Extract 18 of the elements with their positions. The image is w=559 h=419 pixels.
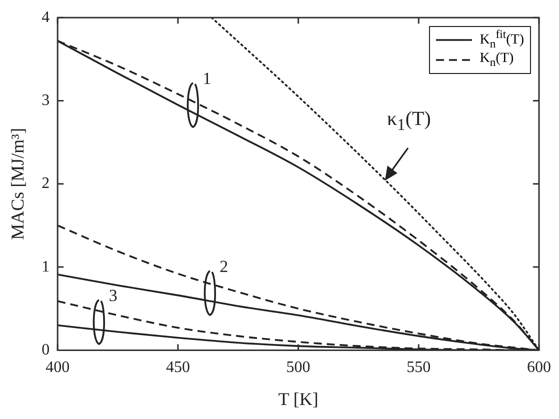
x-axis-title: T [K]: [278, 388, 318, 409]
series-label: κ$_{1}$(T): [386, 108, 431, 135]
y-tick-label: 4: [42, 8, 50, 26]
x-tick-label: 600: [527, 359, 551, 376]
y-tick-label: 1: [42, 258, 50, 276]
y-tick-label: 0: [42, 341, 50, 358]
annotation: 1: [202, 69, 212, 90]
x-tick-label: 550: [406, 359, 431, 376]
y-axis-title: MACs [MJ/m³]: [8, 128, 28, 240]
legend-label: K$_{n}$(T): [480, 50, 514, 68]
x-tick-label: 500: [286, 359, 310, 376]
x-tick-label: 400: [46, 359, 70, 376]
annotation: 3: [108, 286, 118, 306]
y-tick-label: 3: [42, 92, 50, 109]
x-tick-label: 450: [166, 359, 190, 376]
y-tick-label: 2: [42, 175, 50, 192]
legend-label: K$_{n}$$^{fit}$(T): [480, 28, 524, 51]
annotation: 2: [220, 257, 228, 278]
